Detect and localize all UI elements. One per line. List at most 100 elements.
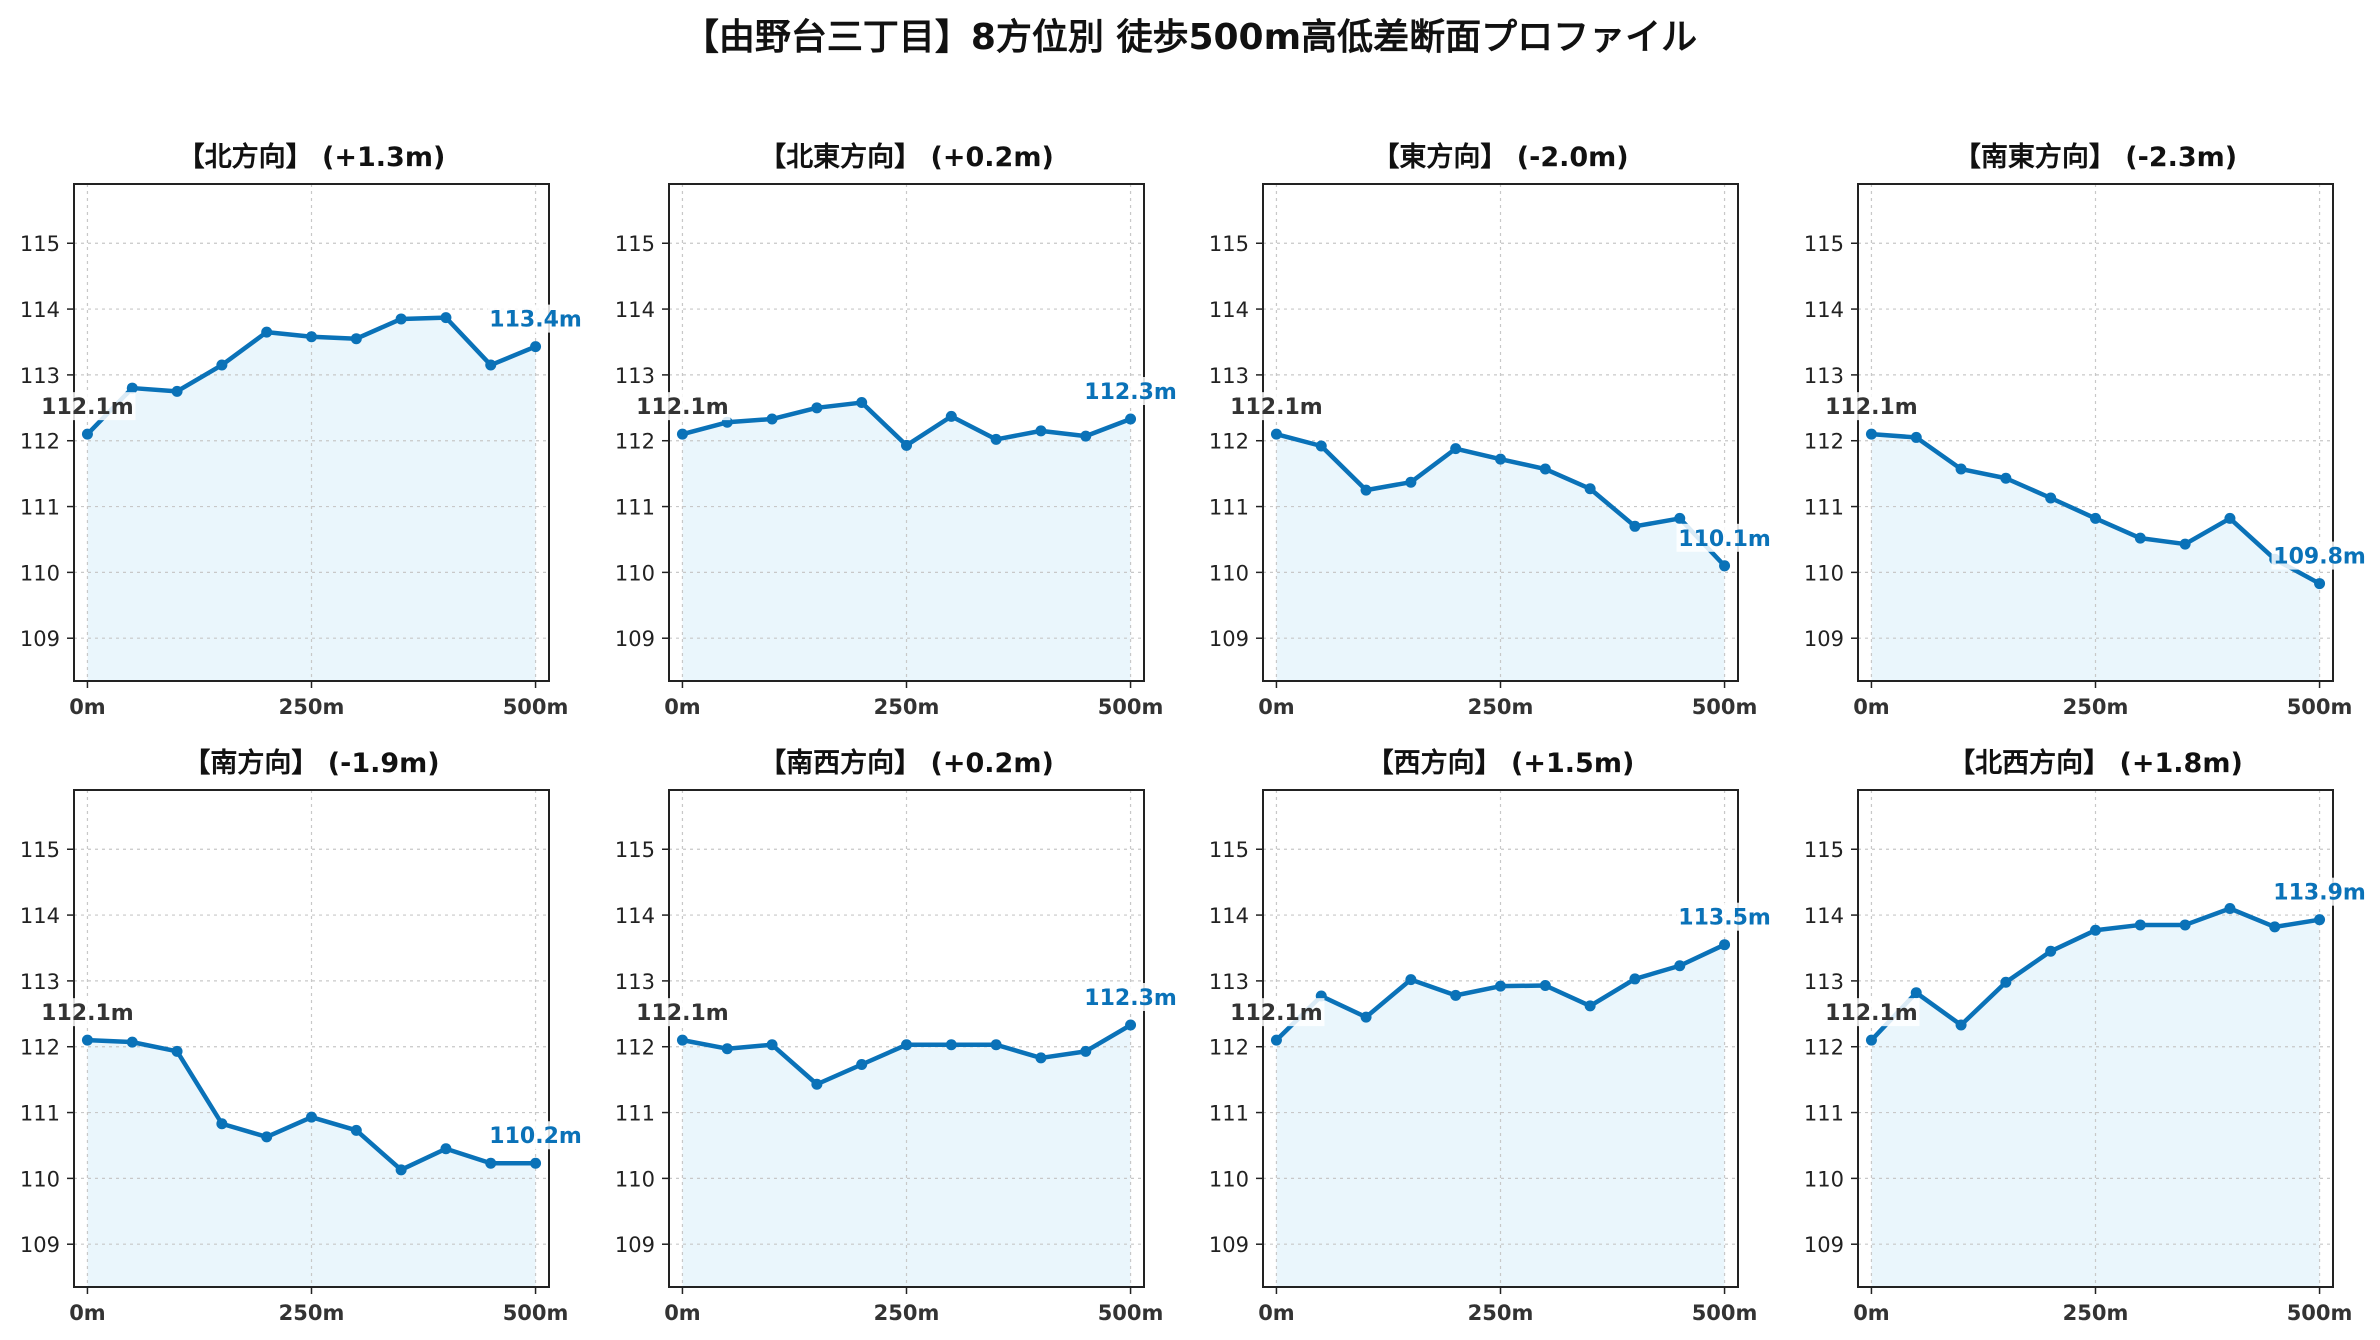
y-tick-label: 114 xyxy=(615,298,655,322)
start-label: 112.1m xyxy=(636,395,729,420)
chart-title: 【北東方向】 (+0.2m) xyxy=(759,141,1054,173)
data-point xyxy=(1450,989,1462,1001)
x-tick-label: 0m xyxy=(1258,695,1295,719)
start-label: 112.1m xyxy=(1230,395,1323,420)
data-point xyxy=(81,428,93,440)
data-point xyxy=(990,433,1002,445)
start-label-bg xyxy=(1228,998,1325,1027)
end-label: 110.1m xyxy=(1678,527,1771,552)
x-tick-label: 500m xyxy=(1098,695,1164,719)
y-tick-label: 111 xyxy=(1209,1102,1249,1126)
data-point xyxy=(2179,919,2191,931)
chart-title: 【東方向】 (-2.0m) xyxy=(1372,141,1628,173)
y-tick-label: 115 xyxy=(1804,838,1844,862)
data-point xyxy=(261,326,273,338)
start-label-bg xyxy=(634,392,731,421)
data-point xyxy=(81,1034,93,1046)
y-tick-label: 111 xyxy=(1804,496,1844,520)
end-label-bg xyxy=(487,1121,584,1150)
x-tick-label: 500m xyxy=(503,695,569,719)
data-point xyxy=(856,1059,868,1071)
data-point xyxy=(350,333,362,345)
x-tick-label: 250m xyxy=(1468,695,1534,719)
data-point xyxy=(676,1034,688,1046)
y-tick-label: 113 xyxy=(1804,970,1844,994)
y-tick-label: 111 xyxy=(615,1102,655,1126)
end-label-bg xyxy=(1676,523,1773,552)
data-point xyxy=(2224,902,2236,914)
data-point xyxy=(811,1078,823,1090)
x-tick-label: 250m xyxy=(279,695,345,719)
chart-title: 【北西方向】 (+1.8m) xyxy=(1948,747,2243,779)
x-tick-label: 500m xyxy=(1692,695,1758,719)
data-point xyxy=(216,1118,228,1130)
x-tick-label: 500m xyxy=(1098,1301,1164,1325)
start-label: 112.1m xyxy=(41,395,134,420)
data-point xyxy=(1955,1019,1967,1031)
data-point xyxy=(2269,921,2281,933)
y-tick-label: 112 xyxy=(1209,1036,1249,1060)
data-point xyxy=(945,1039,957,1051)
start-label-bg xyxy=(1228,392,1325,421)
end-label: 112.3m xyxy=(1084,986,1177,1011)
data-point xyxy=(126,382,138,394)
y-tick-label: 114 xyxy=(1209,904,1249,928)
y-tick-label: 113 xyxy=(1209,364,1249,388)
data-point xyxy=(1315,440,1327,452)
data-point xyxy=(1629,973,1641,985)
data-point xyxy=(1539,463,1551,475)
y-tick-label: 113 xyxy=(1209,970,1249,994)
data-point xyxy=(990,1039,1002,1051)
end-label: 113.9m xyxy=(2273,881,2366,906)
y-tick-label: 110 xyxy=(615,561,655,585)
data-point xyxy=(766,413,778,425)
end-label: 110.2m xyxy=(489,1124,582,1149)
x-tick-label: 250m xyxy=(279,1301,345,1325)
data-point xyxy=(2134,919,2146,931)
y-tick-label: 110 xyxy=(1804,1167,1844,1191)
x-tick-label: 0m xyxy=(69,695,106,719)
y-tick-label: 115 xyxy=(1804,232,1844,256)
data-point xyxy=(1125,1019,1137,1031)
data-point xyxy=(2134,532,2146,544)
x-tick-label: 500m xyxy=(2287,695,2353,719)
data-point xyxy=(901,439,912,451)
start-label: 112.1m xyxy=(41,1001,134,1026)
data-point xyxy=(1360,1011,1372,1023)
y-tick-label: 112 xyxy=(1804,1036,1844,1060)
y-tick-label: 110 xyxy=(1209,1167,1249,1191)
area-fill xyxy=(1276,944,1725,1287)
x-tick-label: 500m xyxy=(2287,1301,2353,1325)
x-tick-label: 0m xyxy=(1853,695,1890,719)
start-label-bg xyxy=(39,392,136,421)
y-tick-label: 110 xyxy=(1804,561,1844,585)
y-tick-label: 109 xyxy=(1804,627,1844,651)
x-tick-label: 250m xyxy=(2063,695,2129,719)
start-label: 112.1m xyxy=(1230,1001,1323,1026)
x-tick-label: 250m xyxy=(874,695,940,719)
y-tick-label: 109 xyxy=(615,1233,655,1257)
elevation-chart-1: 【北方向】 (+1.3m) 109 110 111 112 113 114 115 0m 250m… xyxy=(20,141,584,719)
data-point xyxy=(1865,428,1877,440)
area-fill xyxy=(1871,908,2320,1287)
y-tick-label: 112 xyxy=(1209,430,1249,454)
y-tick-label: 114 xyxy=(1209,298,1249,322)
data-point xyxy=(1035,1052,1047,1064)
x-tick-label: 250m xyxy=(2063,1301,2129,1325)
end-label: 109.8m xyxy=(2273,545,2366,570)
y-tick-label: 113 xyxy=(615,970,655,994)
chart-title: 【南東方向】 (-2.3m) xyxy=(1954,141,2237,173)
elevation-chart-5: 【南方向】 (-1.9m) 109 110 111 112 113 114 115 0m 250m… xyxy=(20,747,584,1325)
data-point xyxy=(1495,980,1506,992)
elevation-chart-4: 【南東方向】 (-2.3m) 109 110 111 112 113 114 115 0m 250… xyxy=(1804,141,2368,719)
data-point xyxy=(1450,443,1462,455)
chart-title: 【北方向】 (+1.3m) xyxy=(178,141,446,173)
data-point xyxy=(945,410,957,422)
x-tick-label: 0m xyxy=(1258,1301,1295,1325)
elevation-chart-8: 【北西方向】 (+1.8m) 109 110 111 112 113 114 115 0m 250… xyxy=(1804,747,2368,1325)
data-point xyxy=(1080,430,1092,442)
y-tick-label: 112 xyxy=(20,1036,60,1060)
data-point xyxy=(721,1043,733,1055)
start-label-bg xyxy=(1823,392,1920,421)
